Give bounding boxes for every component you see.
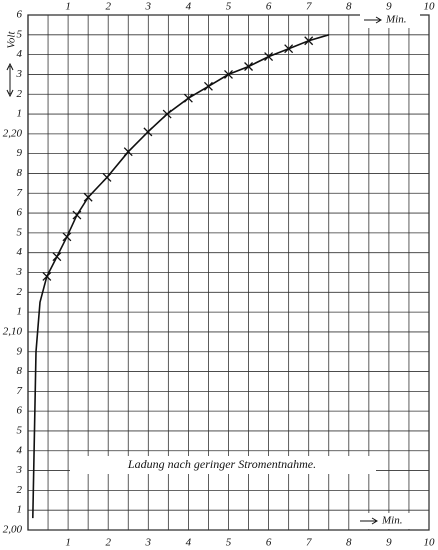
marker (304, 36, 314, 46)
marker (183, 93, 193, 103)
y-tick-label: 6 (17, 9, 23, 21)
y-tick-label: 5 (17, 226, 23, 238)
y-tick-label: 2,10 (3, 325, 23, 337)
y-tick-label: 1 (17, 108, 23, 120)
x-tick-label: 2 (105, 537, 111, 549)
y-tick-label: 9 (17, 345, 23, 357)
x-tick-label: 3 (145, 537, 152, 549)
y-tick-label: 2,20 (3, 127, 23, 139)
y-tick-label: 4 (17, 444, 23, 456)
x-tick-label: 5 (226, 1, 232, 13)
x-tick-label: 3 (145, 1, 152, 13)
marker (102, 172, 112, 182)
y-tick-label: 2 (17, 88, 23, 100)
y-tick-label: 2,00 (3, 524, 23, 536)
y-tick-label: 9 (17, 147, 23, 159)
marker (244, 62, 254, 71)
y-tick-label: 1 (17, 306, 23, 318)
x-axis-label: Min. (381, 515, 402, 527)
label-bg (356, 513, 420, 529)
label-bg (70, 456, 376, 474)
x-tick-label: 4 (186, 537, 192, 549)
marker (224, 69, 233, 79)
x-tick-label: 6 (266, 1, 272, 13)
plot-content (28, 14, 430, 531)
y-tick-label: 4 (17, 48, 23, 60)
x-tick-label: 5 (226, 537, 232, 549)
y-tick-label: 8 (17, 365, 23, 377)
y-tick-label: 4 (17, 246, 23, 258)
label-bg (360, 12, 420, 28)
y-tick-label: 7 (17, 385, 23, 397)
y-tick-label: 6 (17, 207, 23, 219)
x-tick-label: 4 (186, 1, 192, 13)
arrow-head (6, 62, 14, 98)
y-tick-label: 6 (17, 405, 23, 417)
y-tick-label: 7 (17, 187, 23, 199)
marker (42, 272, 52, 281)
marker (203, 81, 213, 91)
marker (52, 252, 62, 262)
marker (72, 210, 82, 220)
marker (83, 192, 93, 202)
y-tick-label: 5 (17, 28, 23, 40)
y-tick-label: 3 (16, 464, 23, 476)
x-tick-label: 2 (105, 1, 111, 13)
marker (162, 109, 172, 119)
curve (32, 34, 330, 519)
x-tick-label: 10 (424, 1, 436, 13)
y-tick-label: 8 (17, 167, 23, 179)
y-tick-label: 3 (16, 68, 23, 80)
x-tick-label: 10 (424, 537, 436, 549)
y-tick-label: 1 (17, 504, 23, 516)
marker (143, 127, 153, 137)
marker (123, 147, 133, 157)
y-tick-label: 2 (17, 484, 23, 496)
x-tick-label: 1 (65, 537, 71, 549)
x-tick-label: 7 (306, 537, 312, 549)
x-tick-label: 7 (306, 1, 312, 13)
x-tick-label: 9 (386, 537, 392, 549)
annotation: Ladung nach geringer Stromentnahme. (127, 457, 316, 471)
marker (264, 52, 274, 62)
arrow-head (375, 16, 382, 24)
y-tick-label: 3 (16, 266, 23, 278)
x-tick-label: 8 (346, 537, 352, 549)
x-tick-label: 6 (266, 537, 272, 549)
x-tick-label: 9 (386, 1, 392, 13)
x-tick-label: 8 (346, 1, 352, 13)
marker (62, 232, 72, 242)
y-axis-label: Volt (6, 31, 18, 49)
x-tick-label: 1 (65, 1, 71, 13)
y-tick-label: 2 (17, 286, 23, 298)
y-tick-label: 5 (17, 424, 23, 436)
arrow-head (371, 517, 378, 525)
marker (284, 44, 294, 54)
x-axis-label: Min. (385, 14, 406, 26)
